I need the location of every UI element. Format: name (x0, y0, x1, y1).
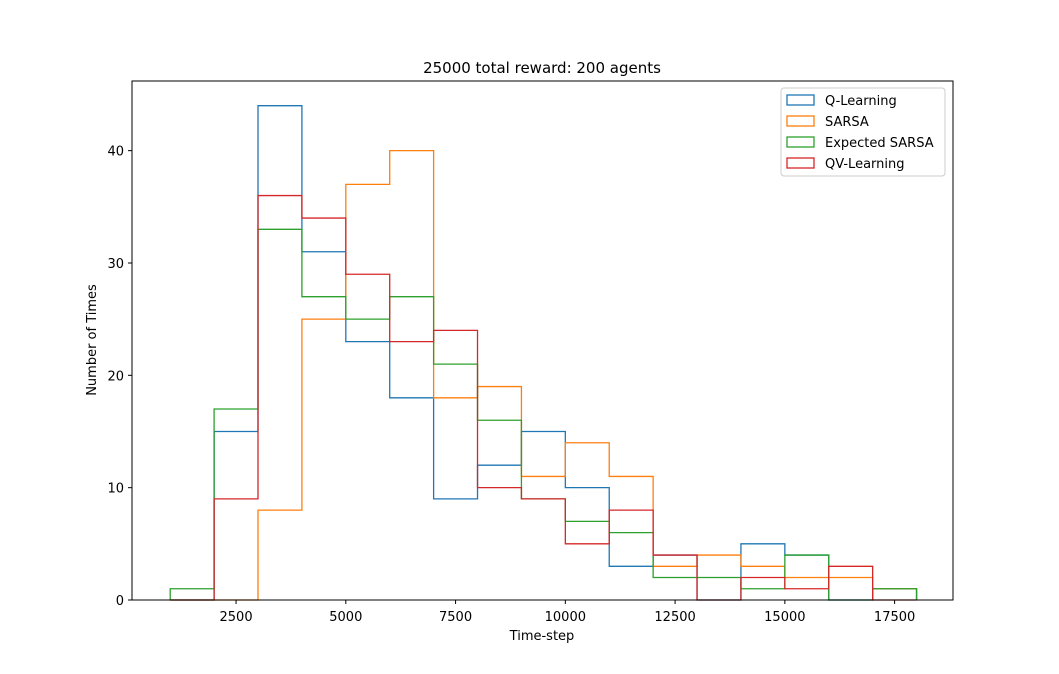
legend-label: QV-Learning (825, 157, 905, 172)
chart-title: 25000 total reward: 200 agents (423, 59, 661, 77)
x-tick-label: 17500 (874, 610, 915, 625)
y-tick-label: 30 (107, 257, 124, 272)
legend-label: Q-Learning (825, 94, 897, 109)
legend-swatch (786, 136, 815, 148)
legend-swatch (786, 115, 815, 127)
x-tick-label: 15000 (764, 610, 805, 625)
legend-swatch (786, 94, 815, 106)
legend-box (780, 87, 946, 177)
y-axis-label: Number of Times (85, 284, 100, 396)
y-tick-label: 0 (116, 594, 124, 609)
legend-label: Expected SARSA (825, 136, 934, 151)
legend-label: SARSA (825, 115, 869, 130)
x-tick-label: 12500 (654, 610, 695, 625)
y-tick-label: 10 (107, 482, 124, 497)
plot-area: 2500 5000 7500 10000 12500 15000 17500 0 10 20 30 4… (107, 80, 954, 625)
y-tick-label: 40 (107, 145, 124, 160)
x-tick-label: 2500 (220, 610, 253, 625)
legend-swatch (786, 157, 815, 169)
histogram-series-qv-learning (170, 194, 917, 601)
x-tick-label: 5000 (329, 610, 362, 625)
x-tick-label: 10000 (545, 610, 586, 625)
legend: Q-Learning SARSA Expected SARSA QV-Learning (780, 87, 946, 177)
y-tick-label: 20 (107, 369, 124, 384)
x-tick-label: 7500 (439, 610, 472, 625)
plot-frame (131, 80, 954, 601)
x-axis-label: Time-step (509, 629, 575, 644)
